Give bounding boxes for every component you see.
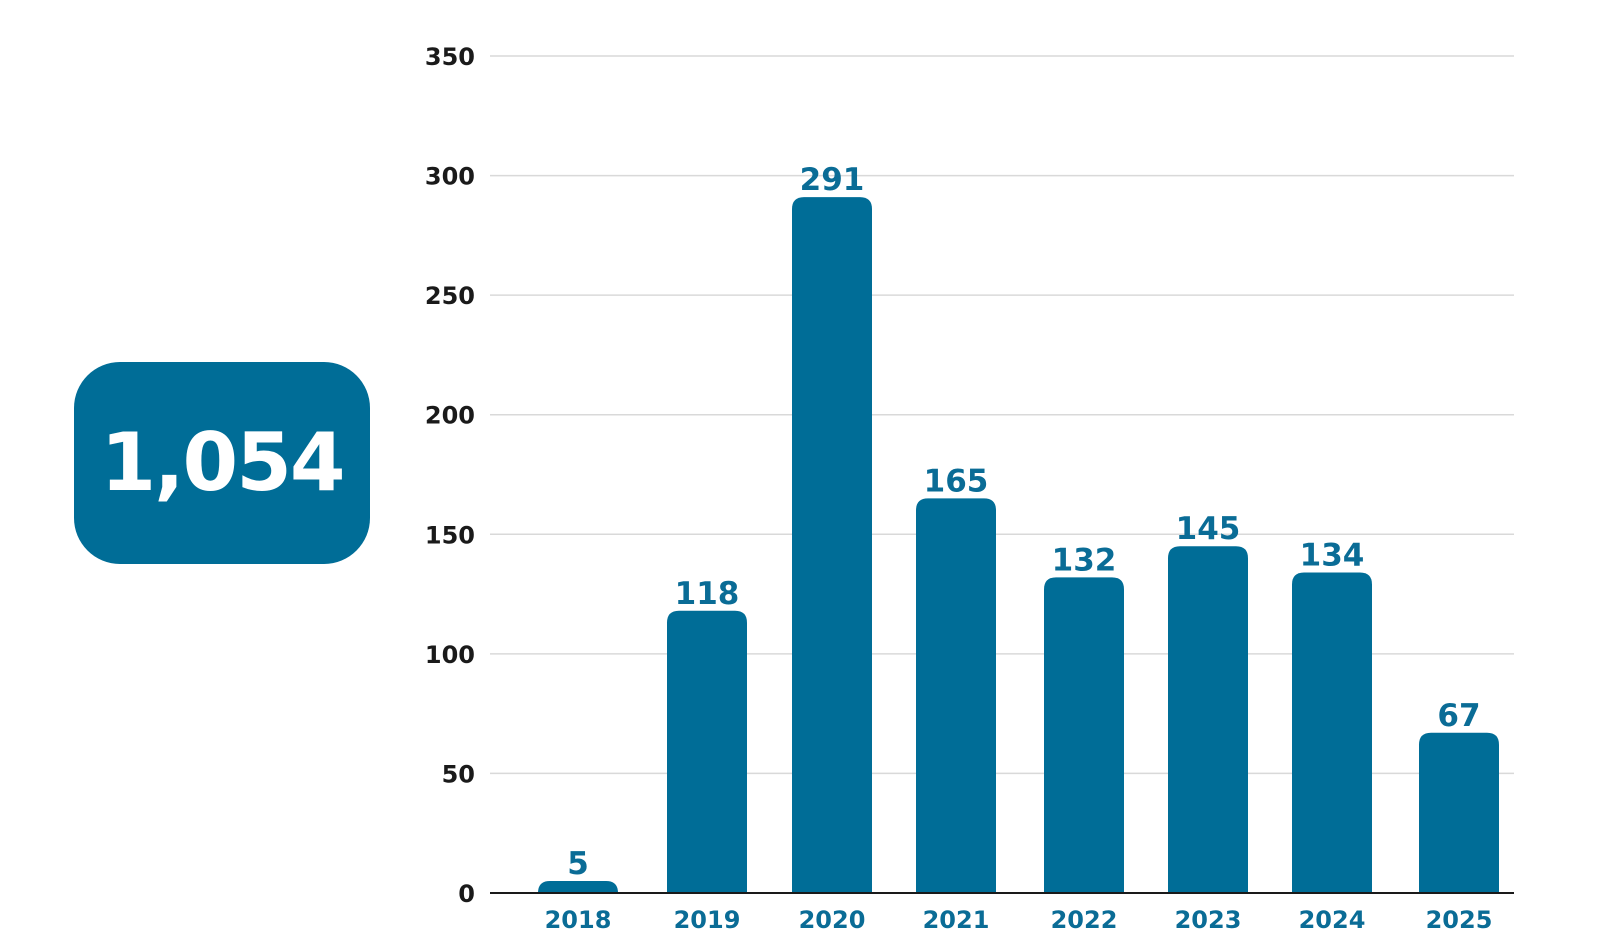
x-tick-label: 2025 bbox=[1426, 906, 1493, 934]
y-tick-label: 100 bbox=[425, 641, 475, 669]
bar bbox=[792, 197, 872, 893]
bar bbox=[916, 498, 996, 893]
data-label: 165 bbox=[924, 463, 989, 499]
y-tick-label: 200 bbox=[425, 402, 475, 430]
x-tick-label: 2023 bbox=[1175, 906, 1242, 934]
y-tick-label: 300 bbox=[425, 163, 475, 191]
x-tick-label: 2022 bbox=[1051, 906, 1118, 934]
bar bbox=[1044, 577, 1124, 893]
bar bbox=[667, 610, 747, 893]
total-badge: 1,054 bbox=[74, 362, 370, 564]
data-label: 67 bbox=[1437, 698, 1480, 734]
data-label: 145 bbox=[1176, 511, 1241, 547]
x-tick-label: 2018 bbox=[545, 906, 612, 934]
data-label: 132 bbox=[1052, 542, 1117, 578]
y-tick-label: 250 bbox=[425, 282, 475, 310]
x-tick-label: 2019 bbox=[674, 906, 741, 934]
bar bbox=[1168, 546, 1248, 893]
x-tick-label: 2021 bbox=[923, 906, 990, 934]
data-label: 134 bbox=[1300, 538, 1365, 574]
bar bbox=[1292, 572, 1372, 893]
y-tick-label: 0 bbox=[458, 880, 475, 908]
bar bbox=[1419, 732, 1499, 893]
y-tick-label: 50 bbox=[442, 760, 475, 788]
bar bbox=[538, 881, 618, 893]
y-tick-label: 150 bbox=[425, 521, 475, 549]
y-tick-label: 350 bbox=[425, 43, 475, 71]
total-value: 1,054 bbox=[100, 416, 345, 509]
x-tick-label: 2024 bbox=[1299, 906, 1366, 934]
data-label: 291 bbox=[800, 162, 865, 198]
data-label: 5 bbox=[567, 846, 589, 882]
data-label: 118 bbox=[675, 576, 740, 612]
x-tick-label: 2020 bbox=[799, 906, 866, 934]
